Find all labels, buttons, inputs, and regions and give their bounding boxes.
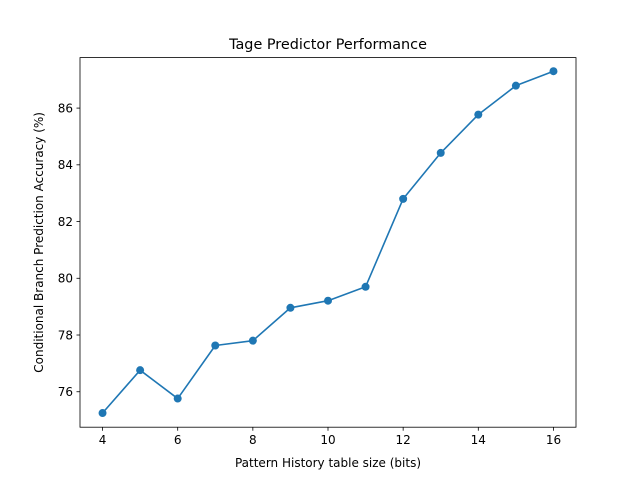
data-point: [211, 341, 220, 350]
y-axis-ticks: 76 78 80 82 84 86: [58, 101, 80, 399]
data-point: [361, 282, 370, 291]
y-tick-label: 86: [58, 101, 73, 115]
y-tick-label: 80: [58, 272, 73, 286]
x-tick-label: 4: [99, 433, 107, 447]
data-point: [511, 81, 520, 90]
data-point: [286, 303, 295, 312]
x-tick-label: 12: [396, 433, 411, 447]
x-tick-label: 8: [249, 433, 257, 447]
x-tick-label: 16: [546, 433, 561, 447]
x-axis-ticks: 4 6 8 10 12 14 16: [99, 427, 561, 447]
data-point: [549, 67, 558, 76]
data-point: [98, 409, 107, 418]
data-point: [436, 148, 445, 157]
x-tick-label: 6: [174, 433, 182, 447]
y-axis-label: Conditional Branch Prediction Accuracy (…: [32, 112, 46, 373]
data-point: [474, 110, 483, 119]
data-point: [399, 194, 408, 203]
chart-title: Tage Predictor Performance: [228, 37, 427, 53]
data-point: [136, 366, 145, 375]
y-tick-label: 82: [58, 215, 73, 229]
y-tick-label: 78: [58, 328, 73, 342]
y-tick-label: 84: [58, 158, 73, 172]
series-layer: [98, 67, 558, 418]
x-axis-label: Pattern History table size (bits): [235, 456, 421, 470]
data-point: [248, 336, 257, 345]
data-point: [173, 394, 182, 403]
plot-area: [80, 57, 576, 428]
data-point: [324, 296, 332, 305]
x-tick-label: 10: [320, 433, 335, 447]
y-tick-label: 76: [58, 385, 73, 399]
x-tick-label: 14: [471, 433, 486, 447]
